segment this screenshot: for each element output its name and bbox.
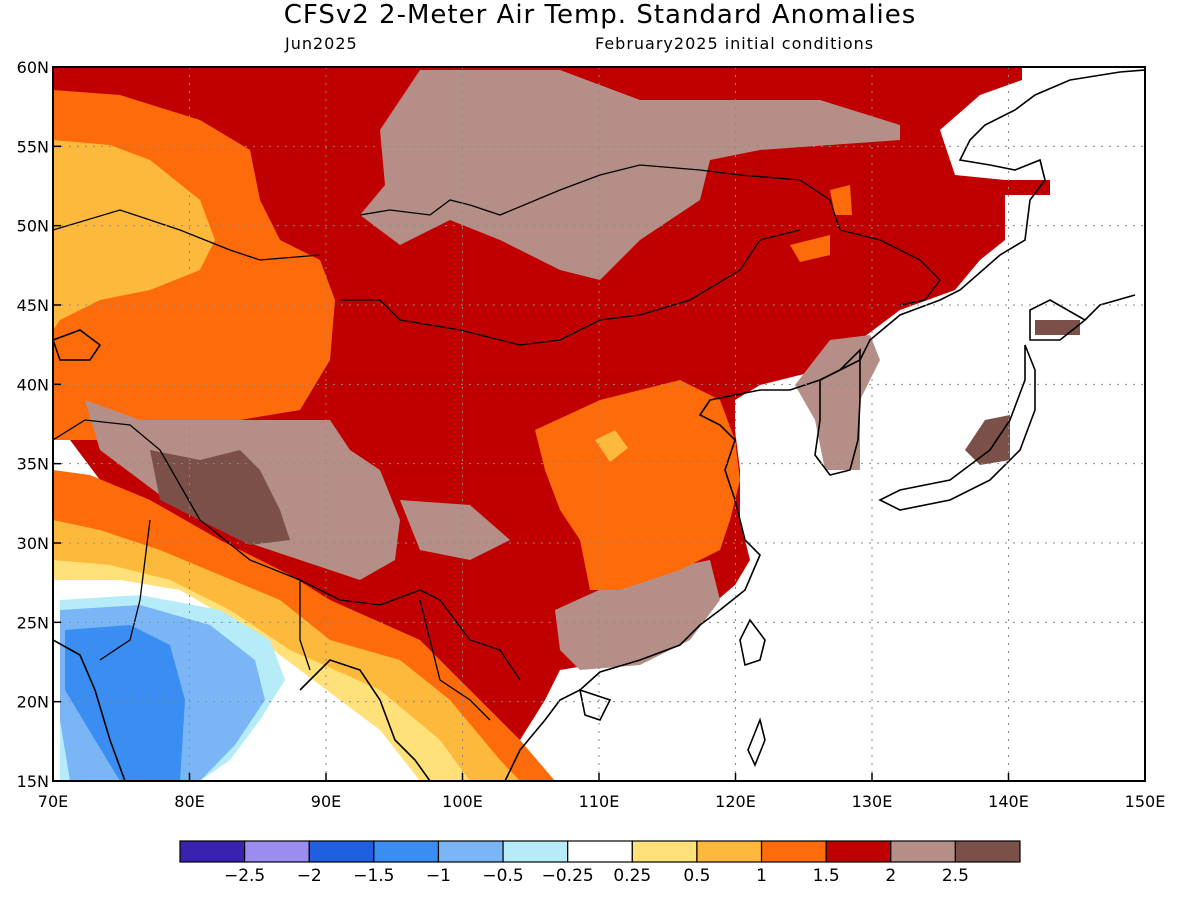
colorbar-label: −2 (297, 866, 322, 886)
lon-tick-label: 80E (174, 792, 204, 811)
lon-tick-label: 120E (715, 792, 756, 811)
colorbar-swatch (502, 840, 569, 863)
colorbar-swatch (373, 840, 440, 863)
lat-tick-label: 55N (17, 137, 49, 156)
anomaly-region-2 (53, 67, 1050, 740)
colorbar-label: −1 (426, 866, 451, 886)
lon-tick-label: 150E (1125, 792, 1166, 811)
anomaly-region-1.5-china (535, 380, 740, 590)
lon-tick-label: 110E (579, 792, 620, 811)
anomaly-region-3-hokkaido (1035, 320, 1080, 335)
valid-month: Jun2025 (285, 34, 358, 53)
lat-tick-label: 45N (17, 296, 49, 315)
colorbar-swatch (437, 840, 504, 863)
initial-conditions: February2025 initial conditions (595, 34, 875, 53)
colorbar-swatch (179, 840, 246, 863)
anomaly-region-1-west (53, 140, 215, 330)
lat-tick-label: 20N (17, 693, 49, 712)
lat-tick-label: 15N (17, 772, 49, 791)
anomaly-region-1-china (595, 430, 628, 462)
colorbar-labels: −2.5 −2 −1.5 −1 −0.5 −0.25 0.25 0.5 1 1.5 2 2.5 (224, 866, 969, 886)
colorbar-swatch (244, 840, 310, 863)
colorbar-swatch (760, 840, 827, 863)
anomaly-field (53, 67, 1145, 781)
gridlines (53, 67, 1145, 781)
colorbar-label: −1.5 (353, 866, 394, 886)
lat-tick-label: 50N (17, 217, 49, 236)
colorbar-label: 0.5 (683, 866, 710, 886)
lon-tick-label: 70E (38, 792, 68, 811)
colorbar-label: 2 (885, 866, 896, 886)
colorbar-swatch (631, 840, 698, 863)
colorbar-label: 1.5 (813, 866, 840, 886)
colorbar-label: −0.5 (482, 866, 523, 886)
anomaly-region-2.5-se (555, 560, 720, 670)
colorbar-label: 2.5 (942, 866, 969, 886)
lon-tick-label: 90E (311, 792, 341, 811)
country-borders (53, 164, 941, 721)
anomaly-region-3-tibet (150, 450, 290, 545)
lat-tick-label: 60N (17, 58, 49, 77)
lon-tick-label: 130E (852, 792, 893, 811)
lat-axis: 60N 55N 50N 45N 40N 35N 30N 25N 20N 15N (17, 58, 61, 791)
colorbar-label: −2.5 (224, 866, 265, 886)
anomaly-region-3-japan (965, 415, 1010, 465)
colorbar-swatch (890, 840, 956, 863)
coastlines (53, 69, 1145, 781)
colorbar-swatch (954, 840, 1021, 863)
lat-tick-label: 35N (17, 455, 49, 474)
colorbar-label: 0.25 (613, 866, 651, 886)
colorbar (179, 840, 1021, 863)
lon-tick-label: 100E (442, 792, 483, 811)
lon-tick-label: 140E (988, 792, 1029, 811)
anomaly-region-2.5-north (360, 70, 900, 280)
anomaly-region-1.5-mongolia (790, 235, 830, 262)
anomaly-region-2.5-sw (400, 500, 510, 560)
lat-tick-label: 25N (17, 613, 49, 632)
colorbar-swatch (696, 840, 763, 863)
colorbar-label: 1 (756, 866, 767, 886)
anomaly-region-1.5-ne (830, 185, 852, 215)
colorbar-swatch (308, 840, 375, 863)
colorbar-swatch (825, 840, 892, 863)
anomaly-region-neg1-south (65, 625, 185, 781)
colorbar-label: −0.25 (542, 866, 594, 886)
lon-axis: 70E 80E 90E 100E 110E 120E 130E 140E 150E (38, 773, 1166, 811)
colorbar-swatch (567, 840, 633, 863)
chart-title: CFSv2 2-Meter Air Temp. Standard Anomali… (283, 0, 917, 30)
lat-tick-label: 40N (17, 375, 49, 394)
lat-tick-label: 30N (17, 534, 49, 553)
